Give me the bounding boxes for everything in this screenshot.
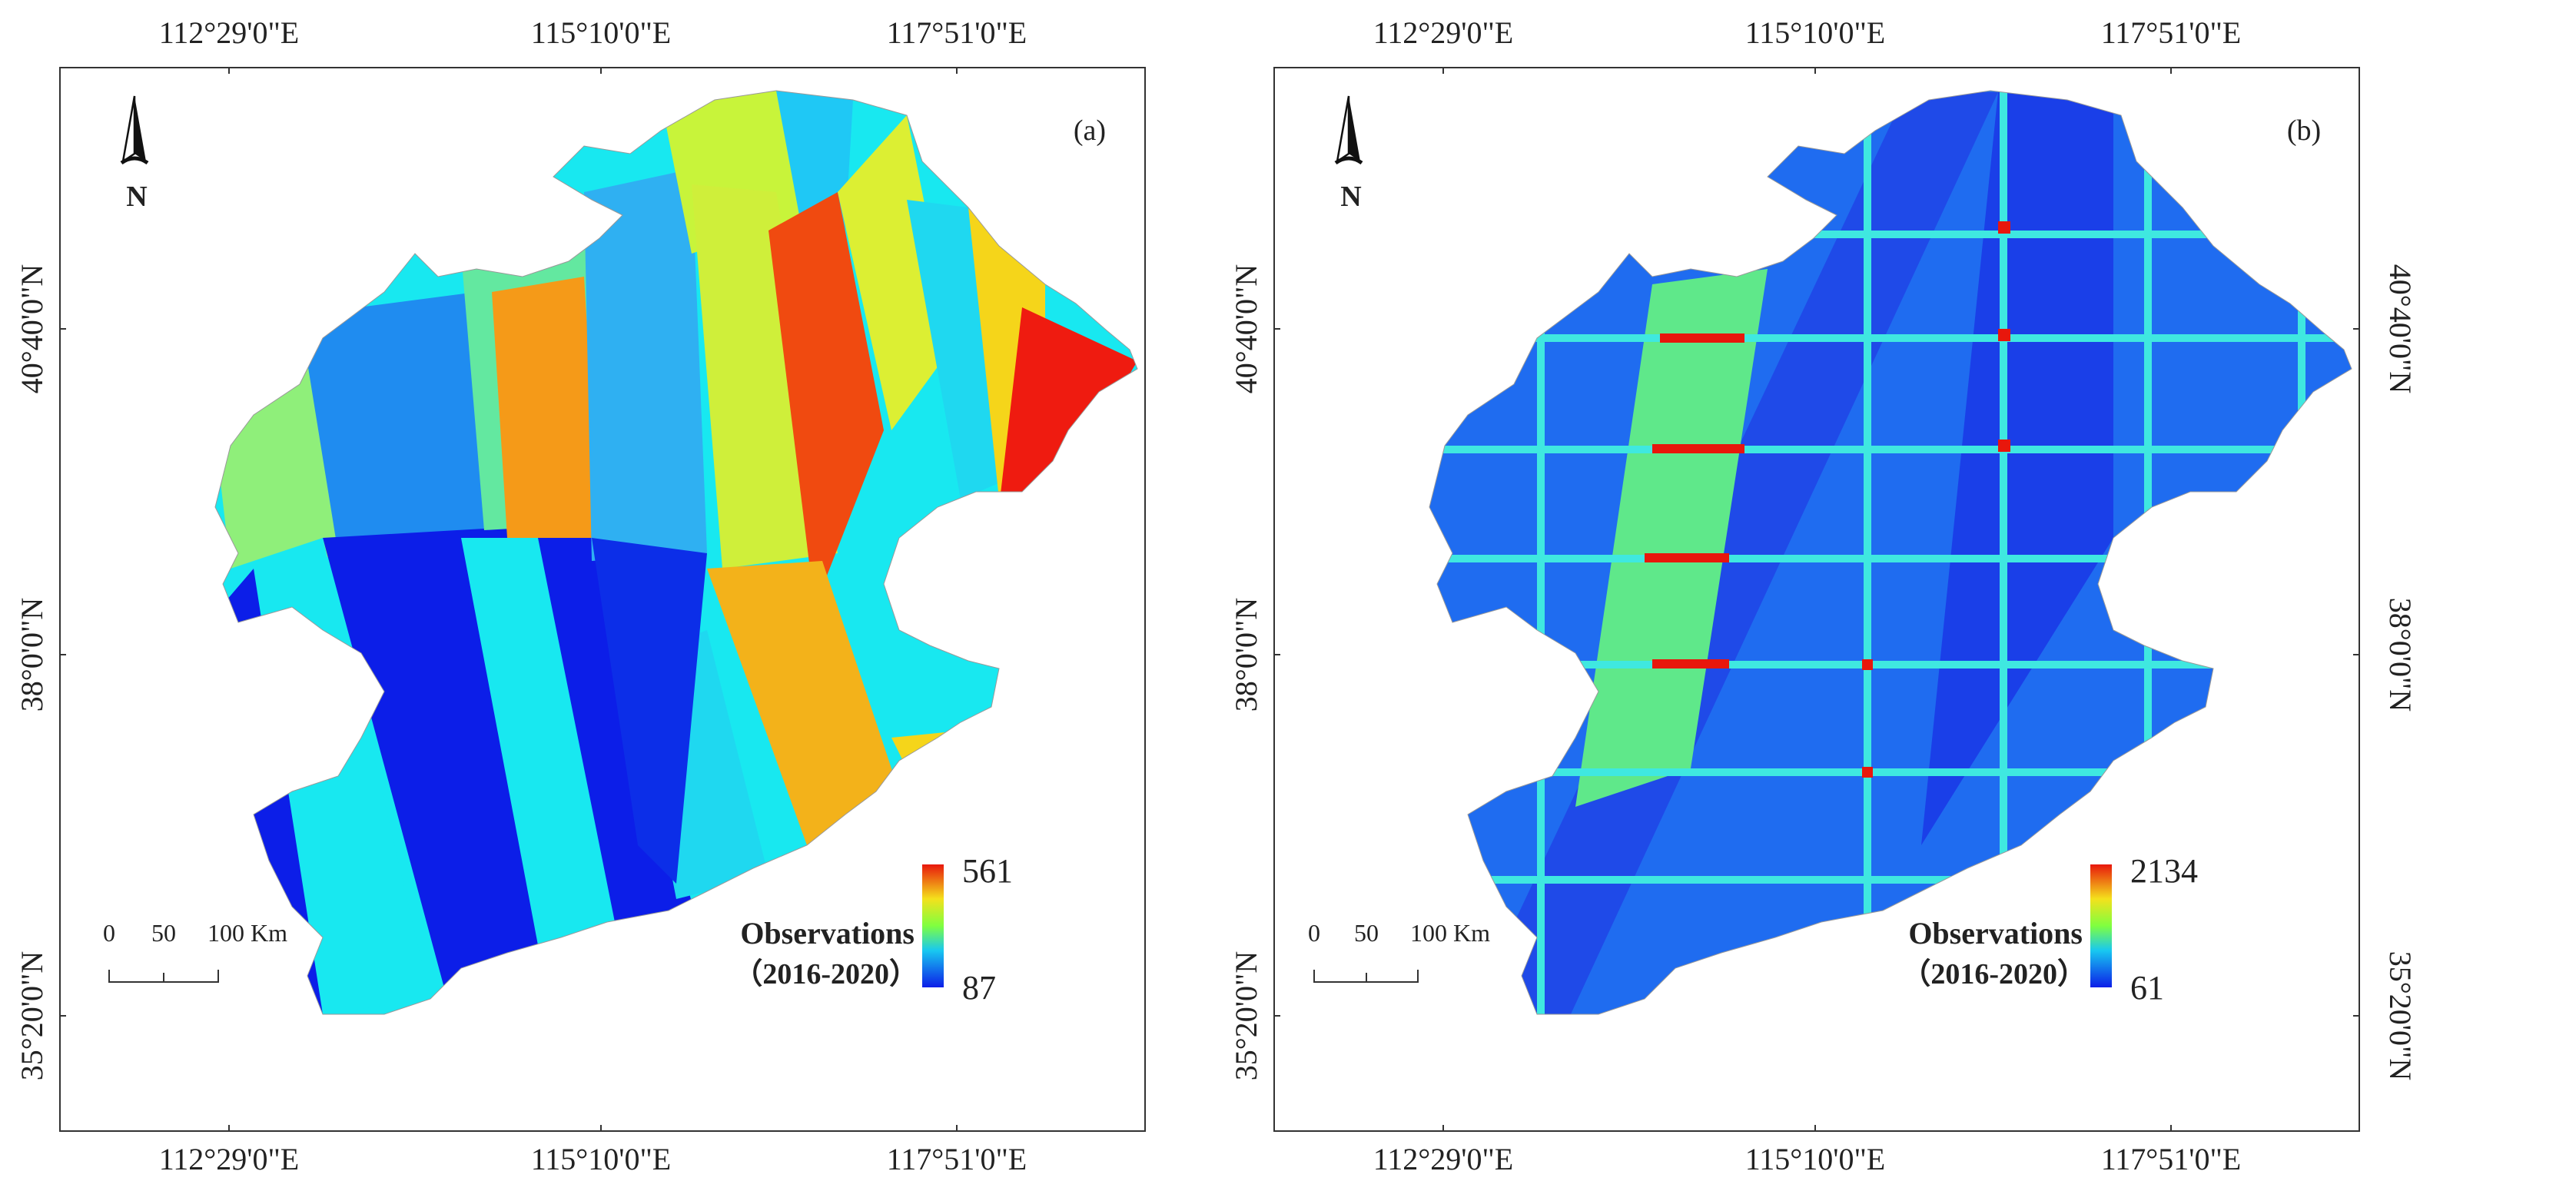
legend-title: Observations <box>1908 916 2083 950</box>
legend-period: （2016-2020） <box>733 958 918 990</box>
panel-label: (a) <box>1074 114 1106 147</box>
lon-tick-2: 115°10'0"E <box>1745 1142 1885 1176</box>
map-frame <box>1273 67 2360 1132</box>
legend-title: Observations <box>740 916 915 950</box>
scale-tick-100: 100 Km <box>207 919 287 947</box>
observation-swaths <box>215 91 1137 1014</box>
lat-tick-2: 38°0'0"N <box>2383 598 2418 712</box>
lon-tick-2: 115°10'0"E <box>531 15 671 50</box>
north-arrow-icon <box>1334 95 1363 165</box>
lon-tick-2: 115°10'0"E <box>1745 15 1885 50</box>
lat-tick-3: 35°20'0"N <box>2383 951 2418 1080</box>
observation-swaths <box>1429 91 2352 1014</box>
legend-period: （2016-2020） <box>1901 958 2086 990</box>
panel-label: (b) <box>2287 114 2321 147</box>
scale-tick-0: 0 <box>103 919 115 947</box>
longitude-ticks-bottom: 112°29'0"E 115°10'0"E 117°51'0"E <box>159 1125 1027 1176</box>
scale-bar: 0 50 100 Km <box>103 919 287 983</box>
scale-tick-100: 100 Km <box>1410 919 1490 947</box>
lat-tick-3: 35°20'0"N <box>15 951 49 1080</box>
legend-min: 87 <box>962 969 996 1007</box>
longitude-ticks-bottom: 112°29'0"E 115°10'0"E 117°51'0"E <box>1373 1125 2241 1176</box>
lat-tick-1: 40°40'0"N <box>15 264 49 393</box>
scale-tick-0: 0 <box>1308 919 1320 947</box>
latitude-ticks-left: 40°40'0"N 38°0'0"N 35°20'0"N <box>1229 264 1280 1080</box>
legend: 2134 61 Observations （2016-2020） <box>1901 852 2198 1007</box>
lat-tick-1: 40°40'0"N <box>1229 264 1263 393</box>
lon-tick-1: 112°29'0"E <box>1373 1142 1513 1176</box>
scale-tick-50: 50 <box>151 919 176 947</box>
lat-tick-2: 38°0'0"N <box>1229 598 1263 712</box>
lon-tick-1: 112°29'0"E <box>159 15 299 50</box>
legend-min: 61 <box>2130 969 2164 1007</box>
latitude-ticks-left: 40°40'0"N 38°0'0"N 35°20'0"N <box>15 264 66 1080</box>
lon-tick-3: 117°51'0"E <box>887 1142 1027 1176</box>
lon-tick-3: 117°51'0"E <box>2101 1142 2241 1176</box>
latitude-ticks-right: 40°40'0"N 38°0'0"N 35°20'0"N <box>2353 264 2418 1080</box>
lon-tick-2: 115°10'0"E <box>531 1142 671 1176</box>
lon-tick-1: 112°29'0"E <box>159 1142 299 1176</box>
map-frame <box>59 67 1146 1132</box>
scale-tick-50: 50 <box>1354 919 1379 947</box>
panel-b: N (b) 112°29'0"E 115°10'0"E 117°51'0"E 1… <box>1229 15 2418 1176</box>
lat-tick-2: 38°0'0"N <box>15 598 49 712</box>
longitude-ticks-top: 112°29'0"E 115°10'0"E 117°51'0"E <box>1373 15 2241 74</box>
north-arrow-icon <box>120 95 149 165</box>
lat-tick-3: 35°20'0"N <box>1229 951 1263 1080</box>
scale-bar: 0 50 100 Km <box>1308 919 1490 983</box>
legend-color-ramp <box>2090 864 2112 987</box>
panel-a: N (a) 112°29'0"E 115°10'0"E 117°51'0"E 1… <box>15 15 1146 1176</box>
north-label: N <box>126 181 147 213</box>
longitude-ticks-top: 112°29'0"E 115°10'0"E 117°51'0"E <box>159 15 1027 74</box>
legend: 561 87 Observations （2016-2020） <box>733 852 1013 1007</box>
north-label: N <box>1340 181 1361 213</box>
legend-max: 2134 <box>2130 852 2198 890</box>
lon-tick-3: 117°51'0"E <box>2101 15 2241 50</box>
lon-tick-3: 117°51'0"E <box>887 15 1027 50</box>
legend-max: 561 <box>962 852 1013 890</box>
lat-tick-1: 40°40'0"N <box>2383 264 2418 393</box>
legend-color-ramp <box>922 864 944 987</box>
lon-tick-1: 112°29'0"E <box>1373 15 1513 50</box>
